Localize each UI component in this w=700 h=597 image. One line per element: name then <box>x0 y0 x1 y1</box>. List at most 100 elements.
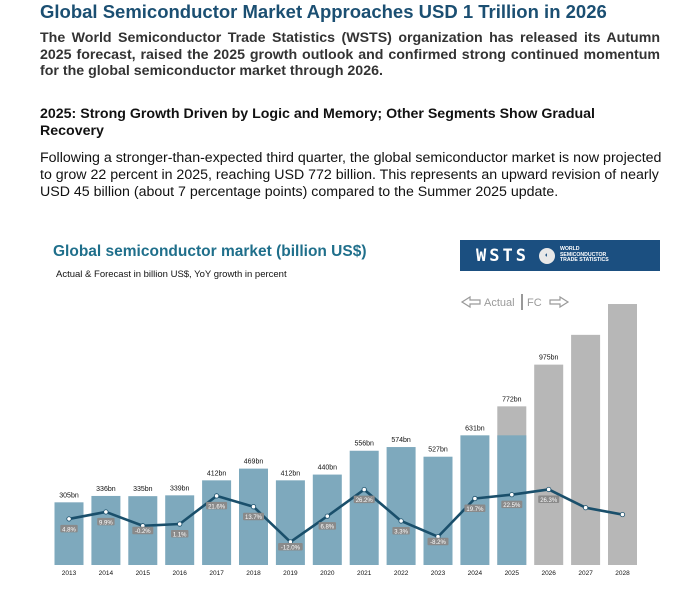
bar-value-label: 305bn <box>59 492 79 499</box>
growth-label: -0.2% <box>135 529 151 535</box>
logo-line-1: WORLD <box>559 245 580 252</box>
bar-2020 <box>312 474 342 565</box>
growth-label-bg <box>243 512 264 521</box>
bar-2026 <box>534 364 564 565</box>
x-tick-label: 2022 <box>394 570 409 577</box>
growth-point <box>398 518 404 524</box>
growth-label-bg <box>501 500 523 509</box>
bar-2014 <box>91 495 121 565</box>
growth-point <box>509 492 515 498</box>
x-tick-label: 2023 <box>431 570 446 577</box>
bar-2028 <box>608 304 637 565</box>
bar-value-label: 772bn <box>502 396 522 403</box>
x-tick-label: 2024 <box>468 570 483 577</box>
bar-value-label: 527bn <box>428 447 448 454</box>
x-tick-label: 2018 <box>246 570 261 577</box>
bar-2027 <box>571 334 601 565</box>
bar-2022 <box>386 447 416 565</box>
article-title: Global Semiconductor Market Approaches U… <box>40 1 607 22</box>
growth-label: 22.5% <box>503 503 521 509</box>
growth-label: 13.7% <box>245 515 263 521</box>
bar-2019 <box>275 480 305 565</box>
growth-label: 26.3% <box>540 498 558 504</box>
bar-value-label: 412bn <box>281 470 301 477</box>
bar-value-label: 440bn <box>318 465 338 472</box>
growth-point <box>361 487 367 493</box>
bar-2023 <box>423 456 453 565</box>
growth-label: -8.2% <box>430 540 446 546</box>
bar-2017 <box>202 480 232 565</box>
growth-label-bg <box>278 542 303 551</box>
bar-value-label: 412bn <box>207 470 227 477</box>
x-tick-label: 2015 <box>136 570 151 577</box>
section-heading: 2025: Strong Growth Driven by Logic and … <box>40 106 595 139</box>
bar-value-label: 469bn <box>244 459 264 466</box>
bar-2021 <box>349 450 379 565</box>
growth-label-bg <box>97 517 115 526</box>
growth-label: 21.6% <box>208 504 226 510</box>
growth-point <box>582 505 589 511</box>
x-tick-label: 2025 <box>505 570 520 577</box>
logo-line-3: TRADE STATISTICS <box>559 257 609 264</box>
growth-label-bg <box>427 537 449 546</box>
growth-label: 19.7% <box>466 507 484 513</box>
growth-point <box>472 495 478 502</box>
growth-point <box>619 511 626 518</box>
growth-point <box>103 509 109 515</box>
growth-label-bg <box>60 524 78 533</box>
growth-point <box>214 493 220 499</box>
logo-line-2: SEMICONDUCTOR <box>559 251 607 258</box>
growth-label-bg <box>353 495 375 504</box>
growth-label-bg <box>132 526 154 535</box>
growth-label-bg <box>464 504 486 513</box>
x-tick-label: 2019 <box>283 570 298 577</box>
bar-value-label: 631bn <box>465 425 485 432</box>
actual-label: Actual <box>484 297 515 309</box>
growth-label: 1.1% <box>173 532 187 538</box>
growth-label-bg <box>538 495 560 503</box>
growth-label: -12.0% <box>281 545 301 551</box>
growth-label: 4.8% <box>62 527 76 533</box>
x-tick-label: 2020 <box>320 570 335 577</box>
wsts-logo-text: WORLD SEMICONDUCTOR TRADE STATISTICS <box>559 245 609 264</box>
wsts-logo-mark: WSTS <box>476 245 529 266</box>
article-lead: The World Semiconductor Trade Statistics… <box>40 30 660 79</box>
x-tick-label: 2026 <box>541 570 556 577</box>
growth-point <box>324 513 330 519</box>
growth-label-bg <box>171 529 189 538</box>
forecast-label: FC <box>527 297 542 309</box>
right-arrow-icon <box>549 295 570 309</box>
growth-line <box>68 488 623 544</box>
growth-point <box>66 516 72 522</box>
bar-value-label: 335bn <box>133 486 153 493</box>
left-arrow-icon <box>460 295 481 309</box>
x-tick-label: 2027 <box>578 570 593 577</box>
x-tick-label: 2021 <box>357 570 372 577</box>
growth-label-bg <box>392 526 410 535</box>
growth-label: 3.3% <box>394 529 408 535</box>
x-tick-label: 2028 <box>615 570 630 577</box>
bar-2025-actual-part <box>497 435 527 565</box>
growth-label: 26.2% <box>356 498 374 504</box>
growth-label: 9.9% <box>99 520 113 526</box>
growth-point <box>177 521 183 527</box>
body-paragraph: Following a stronger-than-expected third… <box>40 150 662 200</box>
growth-point <box>546 486 552 493</box>
growth-label: 6.8% <box>320 525 334 531</box>
x-tick-label: 2013 <box>62 570 77 577</box>
bar-value-label: 574bn <box>391 437 411 444</box>
chart-subtitle: Actual & Forecast in billion US$, YoY gr… <box>56 269 287 280</box>
bar-2013 <box>54 502 84 565</box>
bar-value-label: 336bn <box>96 486 116 493</box>
wsts-logo: WSTS ◐ WORLD SEMICONDUCTOR TRADE STATIST… <box>460 240 660 271</box>
bar-value-label: 339bn <box>170 485 190 492</box>
bar-value-label: 556bn <box>354 441 374 448</box>
bar-value-label: 975bn <box>539 355 559 362</box>
growth-label-bg <box>206 501 228 510</box>
globe-icon: ◐ <box>538 247 555 264</box>
x-tick-label: 2017 <box>209 570 224 577</box>
growth-label-bg <box>318 522 336 530</box>
chart-title: Global semiconductor market (billion US$… <box>53 243 367 260</box>
x-tick-label: 2016 <box>172 570 187 577</box>
